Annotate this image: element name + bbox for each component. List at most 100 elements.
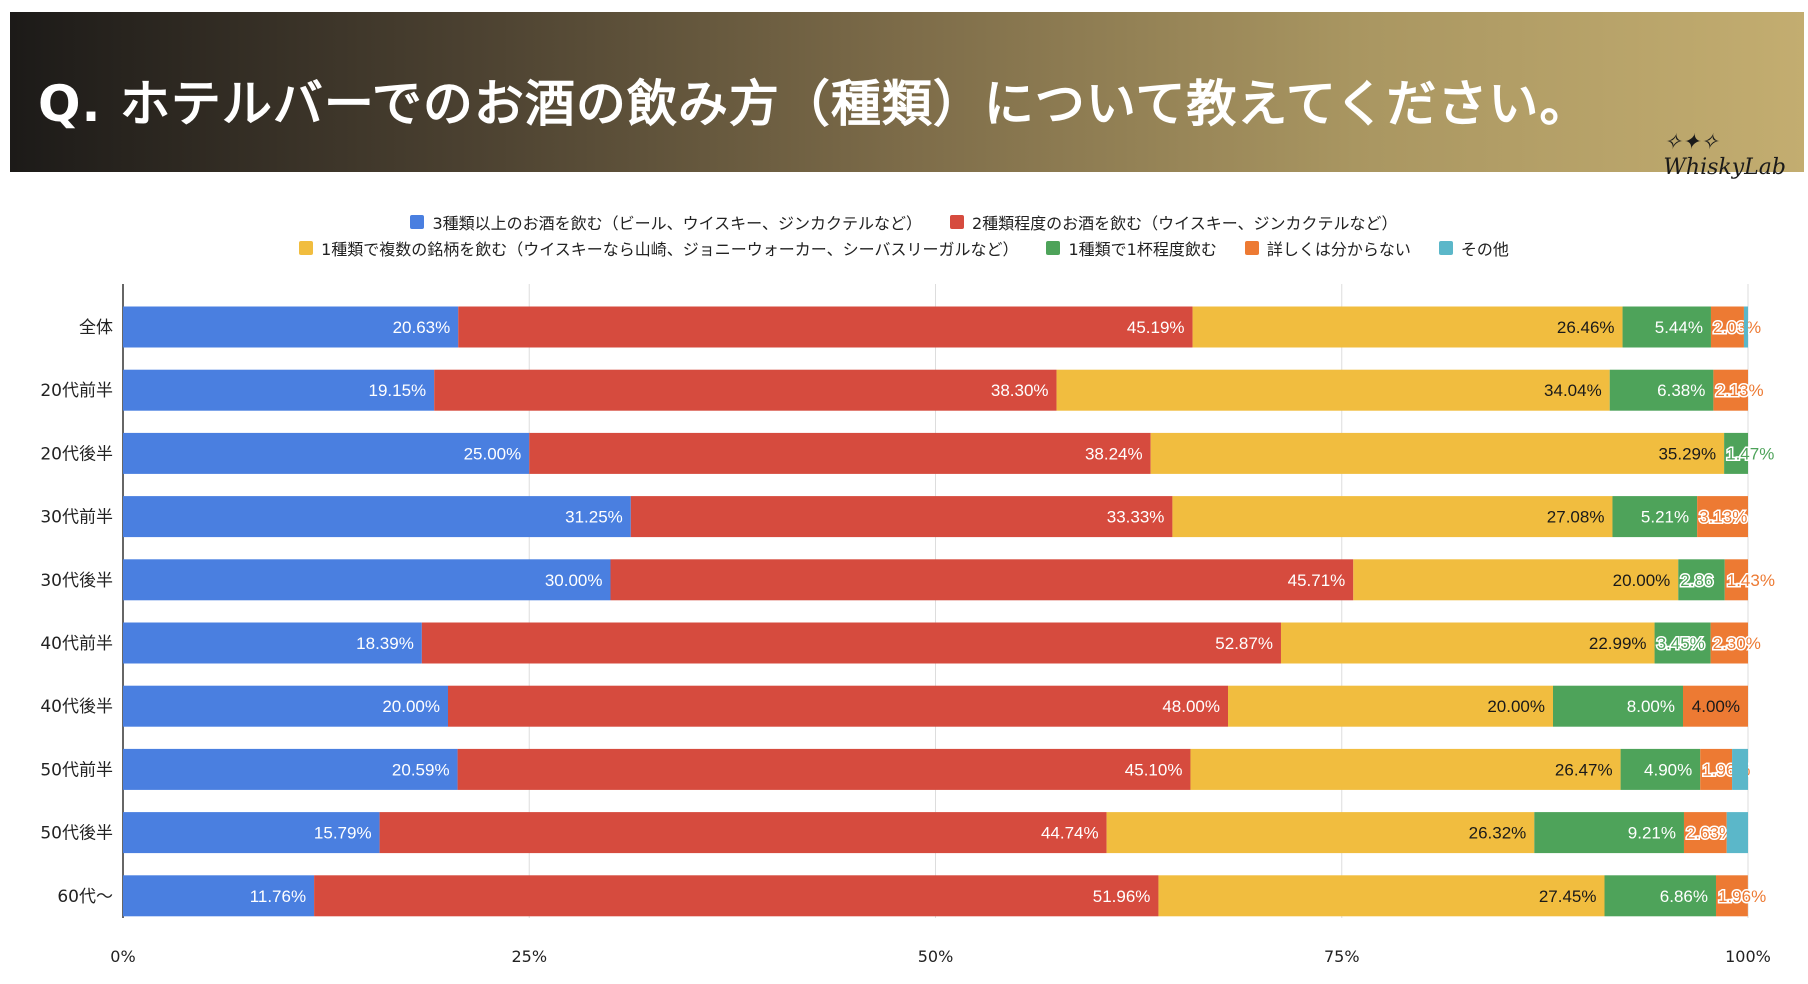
data-label: 2.63% bbox=[1686, 824, 1734, 843]
bar-segment bbox=[1609, 369, 1714, 411]
bar-segment bbox=[1715, 875, 1748, 917]
data-label: 38.30% bbox=[991, 381, 1049, 400]
data-label: 1.96% bbox=[1718, 887, 1766, 906]
data-label: 38.24% bbox=[1085, 444, 1143, 463]
legend-label: 3種類以上のお酒を飲む（ビール、ウイスキー、ジンカクテルなど） bbox=[432, 214, 922, 233]
data-label: 6.86% bbox=[1660, 887, 1708, 906]
header-banner: Q. ホテルバーでのお酒の飲み方（種類）について教えてください。 ✧✦✧ Whis… bbox=[10, 12, 1804, 180]
data-label: 2.86 bbox=[1680, 571, 1713, 590]
bar-segment bbox=[1612, 496, 1698, 538]
data-label: 20.59% bbox=[392, 760, 450, 779]
legend-swatch bbox=[1046, 241, 1061, 255]
data-label: 15.79% bbox=[314, 824, 372, 843]
bar-segment bbox=[1726, 812, 1748, 854]
data-label: 45.19% bbox=[1127, 318, 1185, 337]
data-label: 11.76% bbox=[250, 887, 306, 906]
data-label: 1.43% bbox=[1727, 571, 1775, 590]
bar-segment bbox=[1654, 622, 1711, 664]
legend-item: 詳しくは分からない bbox=[1244, 236, 1411, 260]
data-label: 48.00% bbox=[1162, 697, 1220, 716]
bar-segment bbox=[123, 685, 448, 727]
whiskylab-logo: ✧✦✧ WhiskyLab bbox=[1663, 130, 1786, 180]
bar-segment bbox=[1190, 748, 1621, 790]
data-label: 20.00% bbox=[382, 697, 440, 716]
legend-swatch bbox=[299, 241, 314, 255]
category-label: 50代前半 bbox=[40, 760, 113, 780]
bar-segment bbox=[1172, 496, 1613, 538]
data-label: 51.96% bbox=[1093, 887, 1151, 906]
data-label: 2.30% bbox=[1713, 634, 1761, 653]
legend-swatch bbox=[950, 215, 964, 229]
data-label: 2.03% bbox=[1713, 318, 1761, 337]
data-label: 3.45% bbox=[1657, 634, 1705, 653]
data-label: 6.38% bbox=[1657, 381, 1705, 400]
bar-segment bbox=[457, 748, 1191, 790]
data-label: 35.29% bbox=[1658, 444, 1716, 463]
data-label: 8.00% bbox=[1627, 697, 1675, 716]
legend-label: その他 bbox=[1460, 240, 1509, 259]
data-label: 44.74% bbox=[1041, 824, 1099, 843]
category-label: 40代後半 bbox=[40, 697, 113, 717]
bar-segment bbox=[1056, 369, 1610, 411]
data-label: 33.33% bbox=[1107, 508, 1165, 527]
bar-segment bbox=[314, 875, 1159, 917]
data-label: 9.21% bbox=[1628, 824, 1676, 843]
data-label: 20.00% bbox=[1613, 571, 1671, 590]
bar-segment bbox=[1710, 306, 1744, 348]
bar-segment bbox=[1604, 875, 1716, 917]
legend-item: 1種類で複数の銘柄を飲む（ウイスキーなら山崎、ジョニーウォーカー、シーバスリーガ… bbox=[299, 236, 1018, 260]
category-label: 40代前半 bbox=[40, 634, 113, 654]
data-label: 20.00% bbox=[1487, 697, 1545, 716]
bar-segment bbox=[123, 496, 631, 538]
bar-segment bbox=[123, 559, 611, 601]
bar-segment bbox=[1280, 622, 1655, 664]
category-label: 60代〜 bbox=[57, 887, 113, 907]
bar-segment bbox=[1697, 496, 1748, 538]
data-label: 27.08% bbox=[1547, 508, 1605, 527]
bar-segment bbox=[123, 875, 315, 917]
data-label: 22.99% bbox=[1589, 634, 1647, 653]
bar-segment bbox=[1700, 748, 1733, 790]
bar-segment bbox=[1713, 369, 1748, 411]
legend-row-2: 1種類で複数の銘柄を飲む（ウイスキーなら山崎、ジョニーウォーカー、シーバスリーガ… bbox=[0, 236, 1808, 260]
legend-label: 1種類で1杯程度飲む bbox=[1068, 240, 1217, 259]
bar-segment bbox=[1158, 875, 1605, 917]
bar-segment bbox=[123, 432, 530, 474]
legend-item: 1種類で1杯程度飲む bbox=[1046, 236, 1217, 260]
data-label: 19.15% bbox=[369, 381, 427, 400]
category-label: 20代後半 bbox=[40, 444, 113, 464]
bar-segment bbox=[1228, 685, 1553, 727]
data-label: 5.21% bbox=[1641, 508, 1689, 527]
bar-segment bbox=[123, 306, 459, 348]
data-label: 30.00% bbox=[545, 571, 603, 590]
legend-label: 詳しくは分からない bbox=[1266, 240, 1411, 259]
bar-segment bbox=[1724, 559, 1748, 601]
x-tick-label: 25% bbox=[511, 947, 547, 966]
data-label: 20.63% bbox=[393, 318, 451, 337]
bar-segment bbox=[1150, 432, 1725, 474]
data-label: 25.00% bbox=[464, 444, 522, 463]
data-label: 26.32% bbox=[1469, 824, 1527, 843]
legend-swatch bbox=[410, 215, 425, 229]
legend-label: 2種類程度のお酒を飲む（ウイスキー、ジンカクテルなど） bbox=[972, 214, 1398, 233]
data-label: 3.13% bbox=[1699, 508, 1747, 527]
bar-segment bbox=[1743, 306, 1748, 348]
data-label: 45.10% bbox=[1125, 760, 1183, 779]
category-label: 30代前半 bbox=[40, 508, 113, 528]
bar-segment bbox=[1353, 559, 1679, 601]
data-label: 5.44% bbox=[1655, 318, 1703, 337]
bar-segment bbox=[123, 369, 435, 411]
data-label: 31.25% bbox=[565, 508, 623, 527]
category-label: 全体 bbox=[79, 318, 113, 338]
data-label: 1.47% bbox=[1726, 444, 1774, 463]
bar-segment bbox=[529, 432, 1151, 474]
bar-segment bbox=[1620, 748, 1701, 790]
x-tick-label: 50% bbox=[918, 947, 954, 966]
bar-segment bbox=[610, 559, 1354, 601]
data-label: 18.39% bbox=[356, 634, 414, 653]
bar-segment bbox=[1710, 622, 1748, 664]
data-label: 34.04% bbox=[1544, 381, 1602, 400]
legend-item: 3種類以上のお酒を飲む（ビール、ウイスキー、ジンカクテルなど） bbox=[410, 210, 922, 234]
category-label: 20代前半 bbox=[40, 381, 113, 401]
